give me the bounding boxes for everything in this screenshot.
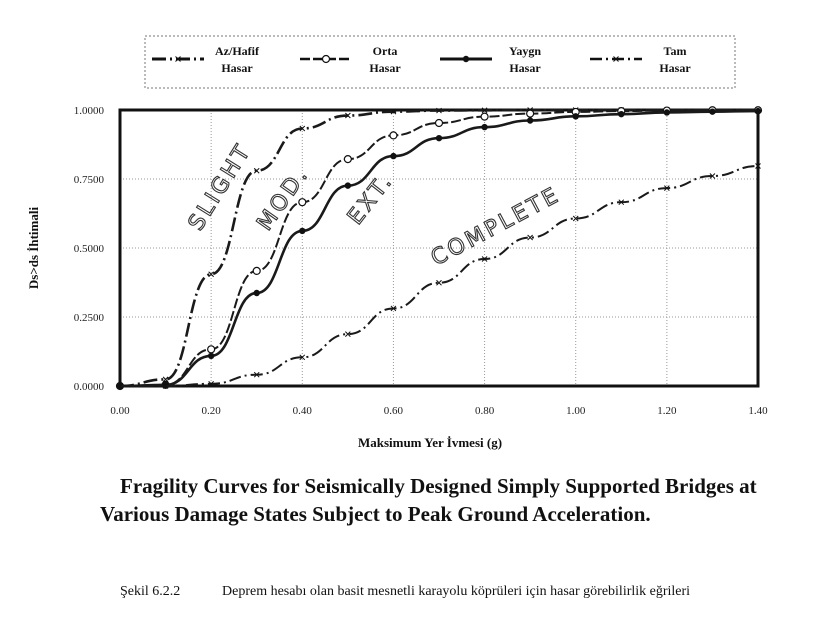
data-point <box>299 125 306 132</box>
legend-label: Hasar <box>509 61 541 75</box>
data-point <box>299 227 306 235</box>
x-tick-label: 0.60 <box>384 405 404 417</box>
data-point <box>208 380 214 387</box>
data-point <box>618 110 625 118</box>
data-point <box>526 109 535 118</box>
data-point <box>252 266 261 276</box>
x-tick-label: 1.00 <box>566 405 586 417</box>
legend-label: Az/Hafif <box>215 44 260 58</box>
data-point <box>345 331 351 337</box>
data-point <box>435 134 443 142</box>
data-point <box>162 381 169 389</box>
x-tick-label: 0.80 <box>475 405 495 417</box>
data-point <box>663 109 671 116</box>
legend-box <box>144 35 736 89</box>
data-point <box>709 108 716 115</box>
legend-label: Orta <box>373 44 398 58</box>
data-point <box>343 155 352 164</box>
legend-label: Hasar <box>369 61 401 75</box>
title-line-2: Various Damage States Subject to Peak Gr… <box>100 502 651 526</box>
y-axis-label: Ds>ds İhtimali <box>26 207 41 290</box>
series-layer <box>115 106 763 391</box>
legend-item-3: Yaygn Hasar <box>440 44 541 75</box>
data-point <box>709 173 716 179</box>
legend-item-2: Orta Hasar <box>300 44 401 75</box>
annotation-slight: SLIGHT <box>184 139 257 235</box>
data-point <box>390 152 397 160</box>
handwritten-annotations: SLIGHT MOD. EXT. COMPLETE <box>183 138 565 271</box>
legend-marker <box>462 55 470 63</box>
y-tick-labels: 0.0000 0.2500 0.5000 0.7500 1.0000 <box>74 105 105 393</box>
data-point <box>480 112 489 121</box>
data-point <box>207 352 215 360</box>
data-point <box>754 107 762 115</box>
legend-label: Hasar <box>221 61 253 75</box>
data-point <box>481 256 488 262</box>
series-line <box>119 109 759 388</box>
caption-text: Deprem hesabı olan basit mesnetli karayo… <box>222 584 691 599</box>
legend-label: Tam <box>664 44 687 58</box>
annotation-ext: EXT. <box>343 168 399 229</box>
data-point <box>207 345 216 354</box>
data-point <box>253 371 260 378</box>
data-point <box>572 215 579 222</box>
y-tick-label: 0.0000 <box>74 381 105 393</box>
legend-item-4: Tam Hasar <box>590 44 691 75</box>
data-point <box>618 199 625 206</box>
x-tick-label: 0.40 <box>293 405 313 417</box>
data-point <box>298 198 307 207</box>
x-tick-label: 0.20 <box>202 405 222 417</box>
legend-label: Hasar <box>659 61 691 75</box>
grid <box>120 110 758 386</box>
legend-item-1: Az/Hafif Hasar <box>152 44 260 75</box>
annotation-complete: COMPLETE <box>427 182 564 271</box>
figure-title: Fragility Curves for Seismically Designe… <box>100 472 820 528</box>
caption-label: Şekil 6.2.2 <box>120 584 181 599</box>
data-point <box>299 354 306 361</box>
series-line <box>120 165 759 387</box>
legend-label: Yaygn <box>509 44 541 58</box>
data-point <box>162 376 169 383</box>
legend-marker <box>321 54 331 64</box>
data-point <box>162 383 169 389</box>
x-tick-labels: 0.00 0.20 0.40 0.60 0.80 1.00 1.20 1.40 <box>110 405 768 417</box>
data-point <box>345 112 351 119</box>
series-line <box>119 109 758 387</box>
data-point <box>208 271 214 278</box>
data-point <box>481 107 488 114</box>
legend-marker <box>613 56 619 62</box>
data-point <box>526 117 534 124</box>
data-point <box>434 118 444 128</box>
annotation-mod: MOD. <box>252 162 314 236</box>
data-point <box>253 167 260 174</box>
data-point <box>572 113 579 120</box>
data-point <box>436 107 442 114</box>
series-line <box>119 108 758 388</box>
x-tick-label: 1.40 <box>748 405 768 417</box>
data-point <box>117 383 123 389</box>
title-line-1: Fragility Curves for Seismically Designe… <box>120 474 757 498</box>
data-point <box>664 185 670 191</box>
x-axis-label: Maksimum Yer İvmesi (g) <box>358 435 502 450</box>
y-tick-label: 0.2500 <box>74 312 105 324</box>
data-point <box>481 123 488 131</box>
data-point <box>436 279 442 286</box>
data-point <box>253 289 260 297</box>
data-point <box>527 234 533 241</box>
data-point <box>389 131 398 140</box>
x-tick-label: 0.00 <box>110 405 130 417</box>
legend: Az/Hafif Hasar Orta Hasar Yaygn Hasar Tam Hasar <box>152 44 691 75</box>
x-tick-label: 1.20 <box>657 405 677 417</box>
series-4 <box>117 163 761 389</box>
data-point <box>755 163 761 169</box>
y-tick-label: 0.7500 <box>74 174 105 186</box>
y-tick-label: 0.5000 <box>74 243 105 255</box>
y-tick-label: 1.0000 <box>74 105 105 117</box>
data-point <box>390 305 397 312</box>
data-point <box>390 108 397 115</box>
legend-marker <box>175 56 181 62</box>
data-point <box>344 182 352 189</box>
